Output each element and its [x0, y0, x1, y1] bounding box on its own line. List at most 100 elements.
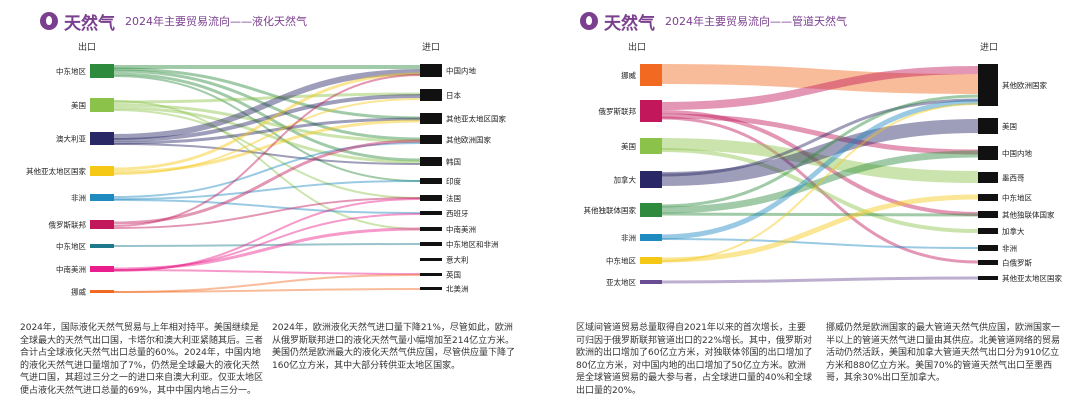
- lng-panel: 天然气 2024年主要贸易流向——液化天然气 出口 进口 中东地区 美国 澳大利亚 其他亚…: [20, 8, 516, 396]
- destination-label: 其他欧洲国家: [1002, 80, 1047, 90]
- lng-header: 天然气 2024年主要贸易流向——液化天然气: [40, 8, 307, 34]
- source-label: 非洲: [71, 193, 86, 203]
- flow-link: [113, 94, 421, 142]
- destination-label: 非洲: [1002, 243, 1017, 253]
- destination-label: 英国: [446, 270, 461, 280]
- source-node: [90, 290, 114, 293]
- flow-link: [661, 194, 979, 263]
- destination-node: [978, 172, 998, 183]
- flow-link: [661, 212, 979, 217]
- flow-link: [661, 238, 979, 249]
- pipeline-sankey: 出口 进口挪威俄罗斯联邦美国加拿大其他独联体国家非洲中东地区亚太地区其他欧洲国家美…: [584, 41, 1063, 287]
- pipeline-panel: 天然气 2024年主要贸易流向——管道天然气 出口 进口 挪威 俄罗斯联邦 美国 加拿大其…: [540, 0, 1080, 417]
- flow-link: [113, 198, 421, 272]
- pipeline-brand: 天然气: [604, 13, 655, 34]
- source-node: [640, 234, 662, 241]
- source-label: 中南美洲: [56, 264, 86, 274]
- destination-node: [420, 157, 442, 166]
- lng-paragraph-2: 2024年，欧洲液化天然气进口量下降21%，尽管如此，欧洲从俄罗斯联邦进口的液化…: [272, 323, 516, 371]
- source-node: [90, 98, 114, 112]
- flame-icon: [580, 12, 598, 30]
- destination-label: 中国内地: [1002, 148, 1032, 158]
- flow-link: [113, 180, 421, 200]
- destination-label: 日本: [446, 90, 461, 100]
- destination-label: 法国: [446, 193, 461, 203]
- imports-label: 进口: [980, 42, 998, 53]
- source-node: [90, 132, 114, 145]
- flow-link: [113, 72, 421, 171]
- destination-label: 墨西哥: [1002, 174, 1025, 183]
- source-node: [90, 64, 114, 78]
- flow-link: [113, 109, 421, 199]
- flow-link: [113, 69, 421, 141]
- exports-label: 出口: [78, 41, 96, 53]
- source-label: 其他独联体国家: [584, 205, 637, 215]
- flow-link: [661, 98, 979, 177]
- source-node: [640, 171, 662, 188]
- flow-link: [661, 66, 979, 110]
- flow-link: [113, 103, 421, 143]
- flow-link: [113, 100, 421, 230]
- source-node: [90, 266, 114, 272]
- destination-node: [978, 260, 998, 265]
- destination-node: [420, 178, 442, 184]
- flow-link: [113, 117, 421, 145]
- flow-link: [113, 288, 421, 293]
- destination-label: 其他独联体国家: [1002, 210, 1055, 220]
- source-node: [640, 100, 662, 122]
- flow-link: [113, 243, 421, 247]
- destination-label: 白俄罗斯: [1002, 258, 1032, 268]
- source-node: [640, 257, 662, 264]
- source-node: [640, 64, 662, 86]
- source-node: [90, 166, 114, 176]
- flame-icon: [40, 12, 58, 30]
- flow-link: [113, 199, 421, 214]
- flow-link: [661, 276, 979, 284]
- destination-label: 中国内地: [446, 66, 476, 76]
- source-node: [90, 194, 114, 201]
- pipeline-paragraph-2: 挪威仍然是欧洲国家的最大管道天然气供应国，欧洲国家一半以上的管道天然气进口量由其…: [826, 323, 1061, 383]
- flow-link: [113, 92, 421, 104]
- destination-node: [420, 195, 442, 201]
- flow-link: [661, 103, 979, 262]
- source-node: [640, 138, 662, 154]
- destination-node: [420, 258, 442, 261]
- destination-node: [978, 245, 998, 251]
- lng-sankey: 出口 进口中东地区美国澳大利亚其他亚太地区国家非洲俄罗斯联邦中东地区中南美洲挪威中…: [26, 41, 506, 297]
- destination-label: 韩国: [446, 157, 461, 167]
- destination-node: [978, 146, 998, 160]
- destination-label: 其他欧洲国家: [446, 135, 491, 145]
- flow-link: [661, 138, 979, 183]
- flow-link: [661, 113, 979, 155]
- source-label: 美国: [71, 100, 86, 110]
- destination-node: [420, 242, 442, 246]
- flow-link: [661, 64, 979, 94]
- source-label: 俄罗斯联邦: [49, 220, 87, 230]
- flow-link: [661, 148, 979, 233]
- source-label: 中东地区: [56, 66, 86, 76]
- flow-link: [113, 67, 421, 120]
- source-label: 俄罗斯联邦: [599, 106, 637, 116]
- source-node: [90, 220, 114, 229]
- destination-label: 加拿大: [1002, 226, 1025, 236]
- destination-label: 北美洲: [446, 284, 469, 294]
- flow-link: [113, 142, 421, 198]
- flows: [113, 65, 421, 293]
- destination-node: [420, 89, 442, 101]
- destination-node: [420, 113, 442, 124]
- destination-label: 中东地区: [1002, 193, 1032, 203]
- lng-brand: 天然气: [64, 13, 115, 34]
- flow-link: [113, 69, 421, 140]
- flow-link: [113, 119, 421, 174]
- source-label: 中东地区: [56, 241, 86, 251]
- flow-link: [113, 143, 421, 165]
- pipeline-paragraph-1: 区域间管道贸易总量取得自2021年以来的首次增长，主要可归因于俄罗斯联邦管道出口…: [576, 323, 813, 396]
- source-node: [640, 280, 662, 284]
- flow-link: [661, 150, 979, 214]
- destination-label: 中南美洲: [446, 224, 476, 234]
- flow-link: [113, 75, 421, 182]
- destination-node: [420, 211, 442, 215]
- source-label: 中东地区: [606, 256, 636, 266]
- flow-link: [113, 274, 421, 293]
- flow-link: [113, 74, 421, 227]
